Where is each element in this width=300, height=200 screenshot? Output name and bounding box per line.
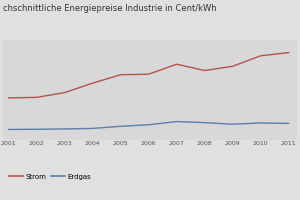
Text: chschnittliche Energiepreise Industrie in Cent/kWh: chschnittliche Energiepreise Industrie i… [3, 4, 217, 13]
Legend: Strom, Erdgas: Strom, Erdgas [7, 171, 94, 183]
